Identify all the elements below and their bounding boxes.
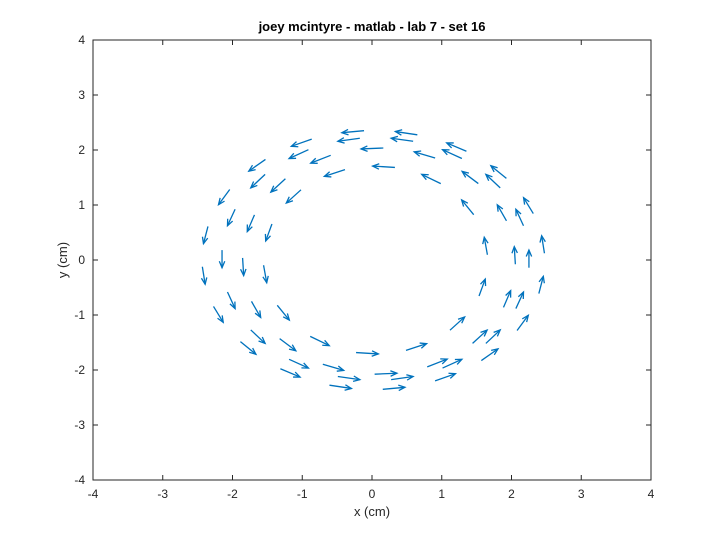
x-tick-label: -2 bbox=[227, 487, 238, 501]
y-tick-label: -4 bbox=[74, 473, 85, 487]
y-tick-label: -3 bbox=[74, 418, 85, 432]
quiver-arrow bbox=[389, 135, 414, 143]
quiver-arrow bbox=[391, 374, 415, 381]
quiver-arrow bbox=[412, 150, 436, 159]
quiver-arrow bbox=[374, 370, 399, 377]
quiver-arrow bbox=[269, 178, 286, 194]
quiver-arrow bbox=[502, 289, 512, 308]
quiver-arrow bbox=[239, 341, 258, 356]
quiver-arrow bbox=[226, 291, 236, 311]
quiver-arrow bbox=[212, 306, 225, 324]
quiver-arrow bbox=[359, 145, 384, 153]
quiver-arrow bbox=[279, 338, 298, 352]
quiver-arrow bbox=[200, 266, 208, 286]
quiver-arrow bbox=[445, 142, 467, 152]
quiver-arrow bbox=[482, 235, 489, 255]
quiver-arrow bbox=[460, 198, 475, 216]
quiver-arrow bbox=[246, 214, 256, 234]
quiver-arrows bbox=[200, 128, 546, 392]
quiver-arrow bbox=[484, 173, 501, 189]
quiver-arrow bbox=[480, 347, 500, 362]
quiver-arrow bbox=[405, 342, 429, 352]
quiver-arrow bbox=[322, 168, 346, 178]
quiver-arrow bbox=[217, 189, 231, 207]
quiver-arrow bbox=[250, 301, 262, 319]
quiver-arrow bbox=[538, 274, 545, 294]
quiver-arrow bbox=[309, 154, 331, 164]
y-tick-label: 4 bbox=[78, 33, 85, 47]
quiver-arrow bbox=[442, 358, 464, 369]
quiver-arrow bbox=[522, 196, 534, 214]
quiver-arrow bbox=[289, 138, 312, 148]
quiver-arrow bbox=[287, 149, 309, 160]
plot-area bbox=[92, 39, 652, 481]
quiver-arrow bbox=[489, 164, 507, 179]
quiver-arrow bbox=[329, 384, 354, 391]
quiver-arrow bbox=[336, 137, 360, 144]
quiver-arrow bbox=[460, 170, 479, 185]
quiver-arrow bbox=[201, 226, 209, 246]
quiver-arrow bbox=[322, 363, 346, 372]
x-tick-label: 4 bbox=[648, 487, 655, 501]
x-tick-label: 1 bbox=[438, 487, 445, 501]
quiver-arrow bbox=[539, 234, 546, 254]
y-axis-label: y (cm) bbox=[55, 242, 70, 278]
y-tick-label: -2 bbox=[74, 363, 85, 377]
quiver-arrow bbox=[511, 245, 518, 265]
quiver-arrow bbox=[515, 290, 525, 309]
y-tick-label: 3 bbox=[78, 88, 85, 102]
x-tick-label: 2 bbox=[508, 487, 515, 501]
quiver-arrow bbox=[516, 313, 530, 331]
quiver-arrow bbox=[478, 277, 487, 297]
quiver-arrow bbox=[264, 223, 273, 243]
x-tick-label: -3 bbox=[157, 487, 168, 501]
quiver-arrow bbox=[441, 149, 463, 160]
quiver-arrow bbox=[337, 375, 362, 383]
quiver-arrow bbox=[485, 328, 502, 344]
y-tick-label: 0 bbox=[78, 253, 85, 267]
x-tick-label: -4 bbox=[88, 487, 99, 501]
quiver-arrow bbox=[370, 163, 395, 170]
quiver-arrow bbox=[393, 129, 418, 136]
quiver-arrow bbox=[262, 265, 269, 285]
quiver-arrow bbox=[285, 189, 302, 205]
quiver-arrow bbox=[427, 358, 449, 368]
quiver-arrow bbox=[226, 208, 236, 228]
quiver-arrow bbox=[382, 384, 407, 392]
chart-title: joey mcintyre - matlab - lab 7 - set 16 bbox=[258, 19, 486, 34]
quiver-arrow bbox=[340, 128, 365, 136]
quiver-arrow bbox=[525, 248, 533, 268]
quiver-arrow bbox=[515, 207, 525, 227]
quiver-arrow bbox=[247, 158, 266, 173]
y-tick-label: -1 bbox=[74, 308, 85, 322]
x-tick-label: 0 bbox=[369, 487, 376, 501]
x-axis-label: x (cm) bbox=[354, 504, 390, 519]
quiver-arrow bbox=[280, 368, 302, 378]
quiver-arrow bbox=[288, 358, 310, 369]
x-tick-label: -1 bbox=[297, 487, 308, 501]
quiver-arrow bbox=[250, 329, 267, 345]
quiver-arrow bbox=[276, 304, 291, 322]
quiver-arrow bbox=[496, 203, 508, 222]
quiver-arrow bbox=[239, 257, 247, 278]
quiver-arrow bbox=[309, 335, 331, 347]
y-tick-label: 1 bbox=[78, 198, 85, 212]
y-tick-label: 2 bbox=[78, 143, 85, 157]
quiver-arrow bbox=[434, 372, 458, 382]
axis-ticks bbox=[92, 39, 652, 481]
x-tick-label: 3 bbox=[578, 487, 585, 501]
quiver-arrow bbox=[420, 173, 442, 185]
tick-labels: -4 -3 -2 -1 0 1 2 3 4 -4 -3 -2 -1 0 1 2 3 4 bbox=[74, 33, 654, 501]
quiver-arrow bbox=[218, 250, 226, 270]
quiver-arrow bbox=[249, 173, 266, 190]
quiver-arrow bbox=[356, 350, 380, 357]
quiver-arrow bbox=[449, 315, 466, 331]
quiver-arrow bbox=[472, 328, 489, 344]
